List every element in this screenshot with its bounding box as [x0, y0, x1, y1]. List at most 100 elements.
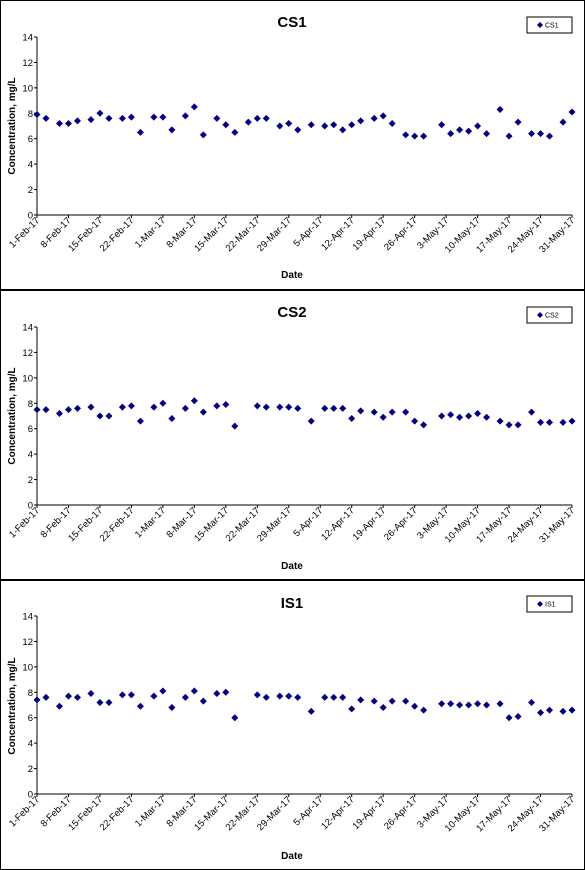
y-tick-label: 2 — [28, 185, 33, 196]
data-point — [420, 132, 428, 140]
data-point — [181, 404, 189, 412]
data-point — [496, 417, 504, 425]
legend: CS2 — [526, 306, 573, 324]
y-tick-label: 8 — [28, 399, 33, 410]
data-point — [559, 707, 567, 715]
y-tick-label: 0 — [28, 211, 33, 222]
data-point — [505, 421, 513, 429]
x-axis-label: Date — [281, 561, 303, 572]
data-point — [42, 406, 50, 414]
data-point — [411, 417, 419, 425]
data-point — [357, 407, 365, 415]
y-tick-label: 10 — [22, 662, 33, 673]
data-point — [307, 707, 315, 715]
data-point — [559, 418, 567, 426]
data-point — [357, 696, 365, 704]
data-point — [474, 409, 482, 417]
data-point — [321, 404, 329, 412]
data-point — [411, 132, 419, 140]
data-point — [190, 397, 198, 405]
data-point — [159, 399, 167, 407]
data-point — [150, 403, 158, 411]
data-point — [307, 417, 315, 425]
data-point — [285, 403, 293, 411]
legend: CS1 — [526, 16, 573, 34]
data-point — [379, 413, 387, 421]
data-point — [447, 130, 455, 138]
data-point — [231, 422, 239, 430]
data-point — [339, 404, 347, 412]
data-point — [546, 132, 554, 140]
data-point — [150, 692, 158, 700]
data-point — [339, 693, 347, 701]
data-point — [33, 406, 41, 414]
chart-title: CS1 — [277, 14, 306, 31]
data-point — [370, 697, 378, 705]
y-axis-label: Concentration, mg/L — [7, 77, 18, 174]
chart-panel-is1: IS1 IS1 Concentration, mg/L Date 0 2 4 6 8 10… — [0, 580, 585, 870]
data-point — [33, 111, 41, 119]
legend-label: IS1 — [545, 602, 556, 609]
data-point — [181, 693, 189, 701]
data-point — [294, 693, 302, 701]
data-point — [568, 108, 576, 116]
data-point — [348, 705, 356, 713]
data-point — [105, 114, 113, 122]
data-point — [307, 121, 315, 129]
data-point — [447, 700, 455, 708]
data-point — [474, 122, 482, 130]
data-point — [505, 714, 513, 722]
data-point — [105, 412, 113, 420]
data-point — [537, 418, 545, 426]
y-tick-label: 12 — [22, 637, 33, 648]
data-point — [253, 691, 261, 699]
data-point — [483, 701, 491, 709]
y-tick-label: 12 — [22, 58, 33, 69]
data-point — [105, 698, 113, 706]
data-point — [379, 112, 387, 120]
panel-frame — [0, 0, 585, 290]
data-point — [505, 132, 513, 140]
data-point — [465, 412, 473, 420]
data-point — [420, 421, 428, 429]
data-point — [168, 126, 176, 134]
legend: IS1 — [526, 595, 573, 613]
y-tick-label: 6 — [28, 424, 33, 435]
data-point — [231, 128, 239, 136]
data-point — [213, 690, 221, 698]
data-point — [96, 109, 104, 117]
data-point — [546, 418, 554, 426]
data-point — [388, 408, 396, 416]
data-point — [330, 693, 338, 701]
chart-title: CS2 — [277, 304, 306, 321]
data-point — [388, 119, 396, 127]
data-point — [33, 696, 41, 704]
data-point — [199, 408, 207, 416]
data-point — [474, 700, 482, 708]
data-point — [118, 691, 126, 699]
data-point — [222, 121, 230, 129]
y-tick-label: 0 — [28, 790, 33, 801]
y-tick-label: 6 — [28, 713, 33, 724]
data-point — [294, 404, 302, 412]
data-point — [64, 692, 72, 700]
data-point — [348, 121, 356, 129]
data-point — [496, 700, 504, 708]
data-point — [537, 130, 545, 138]
data-point — [483, 130, 491, 138]
data-point — [199, 697, 207, 705]
legend-box — [526, 595, 573, 613]
data-point — [87, 116, 95, 124]
data-point — [402, 697, 410, 705]
y-tick-label: 10 — [22, 83, 33, 94]
data-point — [321, 693, 329, 701]
data-point — [136, 702, 144, 710]
data-point — [199, 131, 207, 139]
y-tick-label: 6 — [28, 134, 33, 145]
data-point — [568, 706, 576, 714]
data-point — [546, 706, 554, 714]
data-point — [456, 413, 464, 421]
data-point — [456, 126, 464, 134]
data-point — [483, 413, 491, 421]
data-point — [73, 404, 81, 412]
